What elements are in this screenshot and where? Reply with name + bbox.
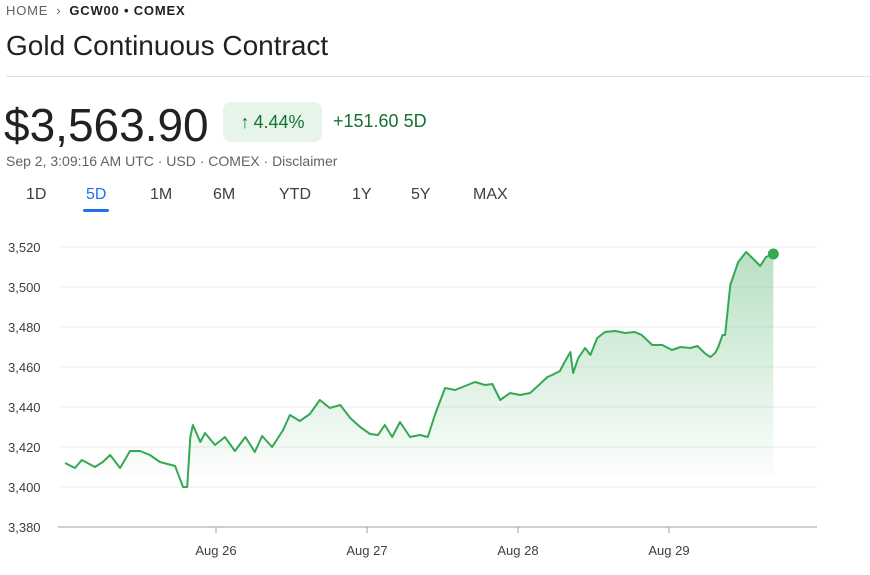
tab-1m[interactable]: 1M <box>150 186 173 203</box>
current-price: $3,563.90 <box>4 99 209 151</box>
chevron-right-icon: › <box>56 3 62 18</box>
quote-meta: Sep 2, 3:09:16 AM UTC · USD · COMEX · Di… <box>6 153 338 169</box>
breadcrumb: HOME › GCW00 • COMEX <box>6 3 185 18</box>
page-title: Gold Continuous Contract <box>6 30 329 61</box>
y-tick-label: 3,440 <box>8 400 41 415</box>
x-tick-label: Aug 26 <box>195 543 236 558</box>
y-tick-label: 3,400 <box>8 480 41 495</box>
divider <box>6 76 870 77</box>
tab-1d[interactable]: 1D <box>26 186 47 203</box>
tab-max[interactable]: MAX <box>473 186 508 203</box>
y-tick-label: 3,480 <box>8 320 41 335</box>
tab-5y[interactable]: 5Y <box>411 186 431 203</box>
breadcrumb-home-link[interactable]: HOME <box>6 3 49 18</box>
latest-price-dot <box>767 248 779 260</box>
x-tick-label: Aug 27 <box>346 543 387 558</box>
breadcrumb-current: GCW00 • COMEX <box>69 3 186 18</box>
tab-5d[interactable]: 5D <box>82 186 110 212</box>
tab-1y[interactable]: 1Y <box>352 186 372 203</box>
x-tick-label: Aug 29 <box>648 543 689 558</box>
x-tick-label: Aug 28 <box>497 543 538 558</box>
arrow-up-icon: ↑ <box>240 111 250 132</box>
change-absolute: +151.60 5D <box>333 111 427 131</box>
change-percent: 4.44% <box>253 111 305 132</box>
y-tick-label: 3,500 <box>8 280 41 295</box>
tab-ytd[interactable]: YTD <box>279 186 311 203</box>
y-tick-label: 3,420 <box>8 440 41 455</box>
tab-6m[interactable]: 6M <box>213 186 236 203</box>
price-area-fill <box>65 252 774 487</box>
y-tick-label: 3,460 <box>8 360 41 375</box>
y-tick-label: 3,520 <box>8 240 41 255</box>
y-tick-label: 3,380 <box>8 520 41 535</box>
change-percent-badge: ↑ 4.44% <box>223 102 322 142</box>
price-line <box>64 251 774 488</box>
